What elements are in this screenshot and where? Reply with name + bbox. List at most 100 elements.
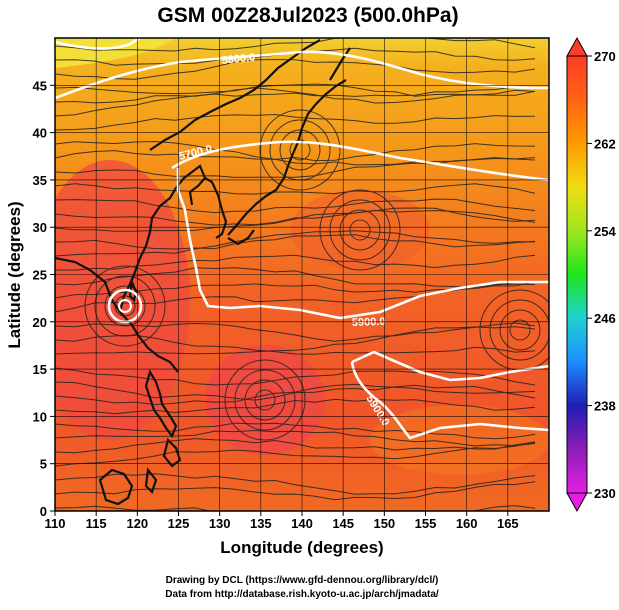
x-tick-label: 160 — [456, 516, 478, 531]
x-tick-label: 150 — [373, 516, 395, 531]
streamlines — [55, 38, 549, 511]
streamline — [55, 438, 536, 454]
contour-5700-line — [55, 38, 141, 50]
y-tick-label: 35 — [33, 173, 47, 188]
streamline — [55, 326, 536, 355]
circulation-swirl — [84, 265, 166, 347]
circulation-swirl — [279, 129, 321, 171]
streamline — [55, 87, 536, 104]
circulation-swirl — [489, 299, 549, 361]
x-axis-label: Longitude (degrees) — [220, 538, 383, 557]
typhoon-contour-inner — [118, 299, 132, 313]
streamline — [55, 481, 536, 501]
colorbar-tick-label: 238 — [594, 399, 616, 414]
streamline — [55, 183, 536, 195]
y-tick-label: 0 — [40, 504, 47, 519]
circulation-swirl — [349, 219, 371, 241]
circulation-swirl — [499, 309, 541, 351]
colorbar-tick-label: 262 — [594, 136, 616, 151]
x-tick-label: 135 — [250, 516, 272, 531]
chart-title: GSM 00Z28Jul2023 (500.0hPa) — [157, 4, 458, 27]
circulation-swirl — [224, 359, 306, 441]
streamline — [55, 86, 536, 117]
streamline — [55, 83, 536, 97]
y-tick-label: 40 — [33, 126, 47, 141]
y-axis-label: Latitude (degrees) — [5, 201, 24, 348]
streamline — [55, 207, 536, 226]
contour-label-5900: 5900.0 — [352, 316, 386, 329]
streamline — [55, 473, 536, 495]
x-tick-label: 120 — [126, 516, 148, 531]
streamline — [55, 322, 536, 342]
x-tick-label: 110 — [45, 516, 66, 531]
streamline — [55, 441, 536, 467]
contour-5900-line-east2 — [351, 350, 549, 382]
x-tick-label: 155 — [415, 516, 437, 531]
x-tick-label: 165 — [497, 516, 519, 531]
height-contours — [55, 38, 549, 440]
y-tick-label: 30 — [33, 220, 47, 235]
streamline — [55, 209, 536, 232]
streamline — [55, 367, 536, 386]
y-tick-label: 20 — [33, 315, 47, 330]
x-tick-label: 130 — [209, 516, 231, 531]
circulation-swirl — [234, 369, 296, 431]
streamline — [55, 38, 536, 52]
streamline — [55, 505, 536, 511]
colorbar-top-arrow — [566, 36, 588, 57]
circulation-swirl — [244, 379, 286, 421]
circulation-swirl — [339, 209, 381, 251]
x-tick-label: 140 — [291, 516, 313, 531]
streamline — [55, 234, 536, 250]
colorbar-tick-label: 230 — [594, 486, 616, 501]
contour-label-5800: 5800.0 — [221, 52, 256, 67]
circulation-swirl — [509, 319, 531, 341]
map-field: 5800.0 5700.0 5900.0 5900.0 — [55, 38, 549, 511]
colorbar: 230 238 246 254 262 270 — [566, 36, 616, 513]
gridlines — [55, 38, 549, 511]
streamline — [55, 198, 536, 214]
streamline — [55, 230, 536, 257]
y-tick-label: 45 — [33, 78, 47, 93]
circulation-swirl — [289, 139, 311, 161]
y-tick-label: 15 — [33, 362, 47, 377]
colorbar-tick-label: 246 — [594, 311, 616, 326]
streamline — [55, 383, 536, 406]
x-tick-label: 145 — [332, 516, 354, 531]
x-axis: 110 115 120 125 130 135 140 145 150 155 160 165 — [45, 511, 519, 531]
streamline — [55, 157, 536, 178]
streamline — [55, 59, 536, 80]
circulation-swirl — [104, 285, 146, 327]
streamline — [55, 267, 536, 288]
streamline — [55, 334, 536, 355]
contour-5900-line-north — [171, 140, 549, 182]
streamline — [55, 254, 536, 271]
orange-region-east — [370, 405, 549, 475]
contour-5900-line-east — [350, 361, 549, 440]
warm-region-center — [205, 345, 325, 455]
streamline — [55, 143, 536, 162]
y-tick-label: 5 — [40, 457, 47, 472]
circulation-swirl — [259, 109, 341, 191]
y-tick-label: 25 — [33, 268, 47, 283]
circulation-swirl — [94, 275, 156, 337]
circulation-swirl — [254, 389, 276, 411]
streamline — [55, 429, 536, 447]
streamline — [55, 113, 536, 131]
contour-5900-line-south — [176, 168, 549, 320]
credit-line-2: Data from http://database.rish.kyoto-u.a… — [165, 589, 439, 600]
x-tick-label: 125 — [168, 516, 190, 531]
colorbar-bottom-arrow — [566, 492, 588, 513]
colorbar-tick-label: 254 — [594, 224, 616, 239]
y-axis: 0 5 10 15 20 25 30 35 40 45 — [33, 78, 55, 519]
streamline — [55, 422, 536, 440]
circulation-swirl — [329, 199, 391, 261]
y-tick-label: 10 — [33, 409, 47, 424]
colorbar-body — [566, 55, 588, 494]
credit-line-1: Drawing by DCL (https://www.gfd-dennou.o… — [166, 575, 439, 586]
colorbar-tick-label: 270 — [594, 49, 616, 64]
contour-5800-line — [55, 50, 549, 100]
circulation-swirl — [319, 189, 401, 271]
